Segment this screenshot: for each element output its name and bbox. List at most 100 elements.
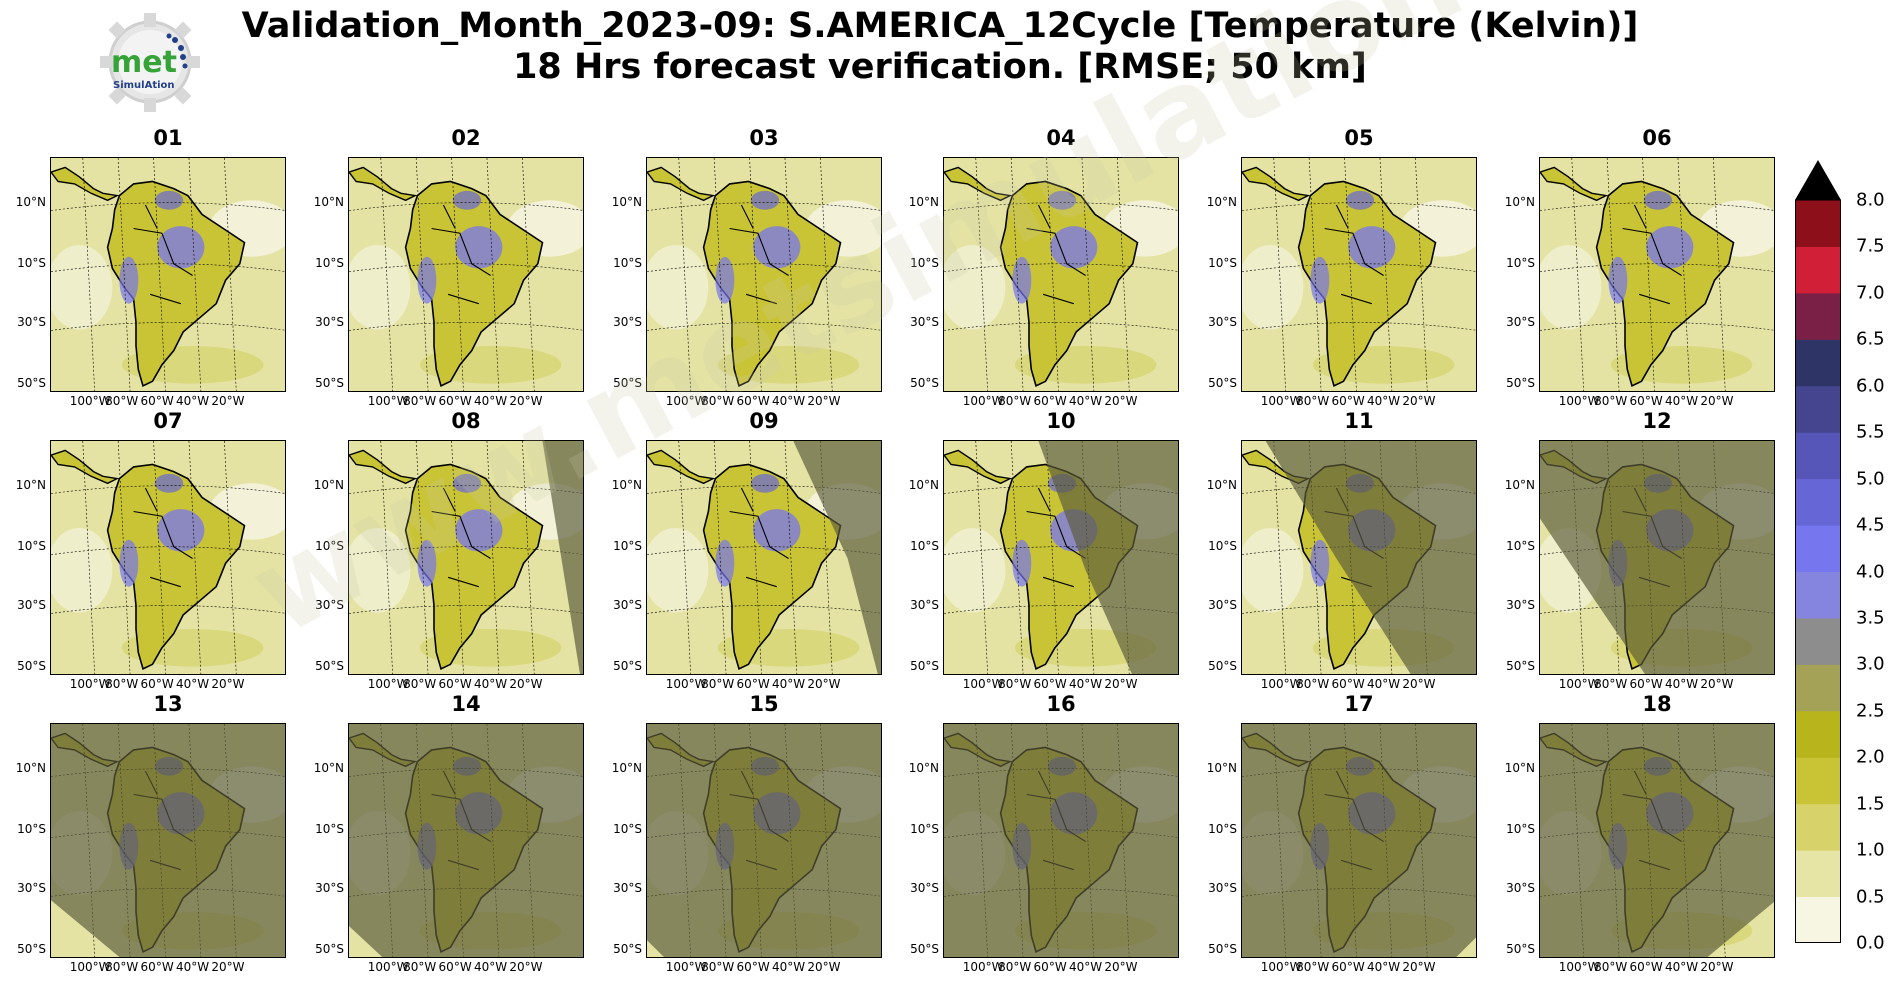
y-tick-label: 10°N [1504, 760, 1535, 775]
x-tick-label: 40°W [771, 677, 806, 691]
x-tick-label: 80°W [998, 394, 1032, 408]
map-panel-16: 16 10°N 10°S 30°S 50°S 100°W 80°W 60°W 40°W 20°W [909, 692, 1179, 974]
colorbar-tick-label: 0.5 [1856, 886, 1885, 908]
colorbar-segment [1795, 478, 1841, 526]
map-panel-15: 15 10°N 10°S 30°S 50°S 100°W 80°W 60°W 40°W 20°W [612, 692, 882, 974]
colorbar-segment [1795, 617, 1841, 665]
colorbar-tick-label: 5.0 [1856, 468, 1885, 490]
y-tick-label: 10°N [611, 760, 642, 775]
y-tick-label: 10°N [15, 194, 46, 209]
colorbar-tick-label: 7.5 [1856, 235, 1885, 257]
x-tick-label: 100°W [962, 394, 1004, 408]
x-tick-label: 100°W [665, 394, 707, 408]
colorbar-segment [1795, 292, 1841, 340]
x-tick-label: 40°W [175, 394, 210, 408]
y-tick-label: 30°S [315, 314, 344, 329]
colorbar-segment [1795, 385, 1841, 433]
x-tick-label: 40°W [473, 960, 508, 974]
x-tick-label: 20°W [1104, 394, 1138, 408]
y-tick-label: 50°S [315, 658, 344, 673]
y-tick-label: 30°S [315, 880, 344, 895]
map-panel-08: 08 10°N 10°S 30°S 50°S 100°W 80°W 60°W 40°W 20°W [314, 409, 584, 691]
map-area [943, 157, 1179, 392]
x-tick-label: 80°W [403, 394, 437, 408]
x-tick-label: 40°W [1366, 677, 1401, 691]
x-tick-label: 60°W [140, 960, 174, 974]
panel-title: 09 [749, 409, 779, 433]
panel-title: 05 [1344, 126, 1374, 150]
y-tick-label: 30°S [315, 597, 344, 612]
map-field [1540, 441, 1774, 674]
x-tick-label: 100°W [367, 960, 409, 974]
y-tick-label: 10°N [313, 194, 344, 209]
x-tick-label: 20°W [211, 677, 245, 691]
x-tick-label: 20°W [211, 394, 245, 408]
y-tick-label: 50°S [613, 375, 642, 390]
colorbar-tick-label: 7.0 [1856, 282, 1885, 304]
y-tick-label: 10°N [15, 760, 46, 775]
x-tick-label: 20°W [509, 677, 543, 691]
map-area [1539, 157, 1775, 392]
x-tick-label: 40°W [1068, 394, 1103, 408]
figure-title-line2: 18 Hrs forecast verification. [RMSE; 50 … [513, 47, 1367, 87]
x-tick-label: 100°W [665, 960, 707, 974]
y-tick-label: 10°N [313, 477, 344, 492]
map-field [944, 441, 1178, 674]
colorbar-tick-label: 0.0 [1856, 932, 1885, 954]
y-tick-label: 50°S [613, 941, 642, 956]
x-tick-label: 20°W [1104, 960, 1138, 974]
y-tick-label: 50°S [1506, 658, 1535, 673]
colorbar-tick-label: 8.0 [1856, 189, 1885, 211]
map-field [647, 724, 881, 957]
x-tick-label: 40°W [1366, 394, 1401, 408]
y-tick-label: 50°S [315, 375, 344, 390]
x-tick-label: 80°W [701, 394, 735, 408]
panel-title: 15 [749, 692, 779, 716]
x-tick-label: 80°W [403, 677, 437, 691]
x-tick-label: 100°W [69, 677, 111, 691]
map-panel-17: 17 10°N 10°S 30°S 50°S 100°W 80°W 60°W 40°W 20°W [1207, 692, 1477, 974]
y-tick-label: 30°S [1208, 597, 1237, 612]
x-tick-label: 100°W [1260, 394, 1302, 408]
y-tick-label: 30°S [910, 597, 939, 612]
map-area [1241, 440, 1477, 675]
y-tick-label: 30°S [613, 314, 642, 329]
map-field [349, 158, 583, 391]
colorbar-tick-label: 3.0 [1856, 653, 1885, 675]
colorbar-tick-label: 5.5 [1856, 421, 1885, 443]
x-tick-label: 80°W [403, 960, 437, 974]
map-field [349, 441, 583, 674]
colorbar-extend-arrow [1795, 160, 1841, 200]
colorbar-segment [1795, 757, 1841, 805]
colorbar-segment [1795, 896, 1841, 943]
x-tick-label: 40°W [473, 677, 508, 691]
map-area [1241, 723, 1477, 958]
map-panel-11: 11 10°N 10°S 30°S 50°S 100°W 80°W 60°W 40°W 20°W [1207, 409, 1477, 691]
x-tick-label: 60°W [438, 677, 472, 691]
x-tick-label: 20°W [509, 394, 543, 408]
y-tick-label: 10°N [1206, 760, 1237, 775]
y-tick-label: 30°S [17, 314, 46, 329]
x-tick-label: 40°W [473, 394, 508, 408]
map-area [1539, 723, 1775, 958]
y-tick-label: 10°N [908, 194, 939, 209]
map-area [1539, 440, 1775, 675]
x-tick-label: 100°W [1260, 960, 1302, 974]
map-field [349, 724, 583, 957]
x-tick-label: 60°W [1331, 677, 1365, 691]
y-tick-label: 30°S [1208, 880, 1237, 895]
map-field [647, 441, 881, 674]
map-field [1540, 724, 1774, 957]
map-field [1242, 158, 1476, 391]
x-tick-label: 60°W [736, 960, 770, 974]
x-tick-label: 20°W [1402, 677, 1436, 691]
panel-title: 08 [451, 409, 481, 433]
map-area [50, 440, 286, 675]
x-tick-label: 100°W [1260, 677, 1302, 691]
map-panel-06: 06 10°N 10°S 30°S 50°S 100°W 80°W 60°W 40°W 20°W [1505, 126, 1775, 408]
gear-logo-icon [100, 13, 200, 112]
y-tick-label: 10°S [910, 538, 939, 553]
map-panel-10: 10 10°N 10°S 30°S 50°S 100°W 80°W 60°W 40°W 20°W [909, 409, 1179, 691]
x-tick-label: 80°W [1594, 394, 1628, 408]
y-tick-label: 10°S [315, 821, 344, 836]
